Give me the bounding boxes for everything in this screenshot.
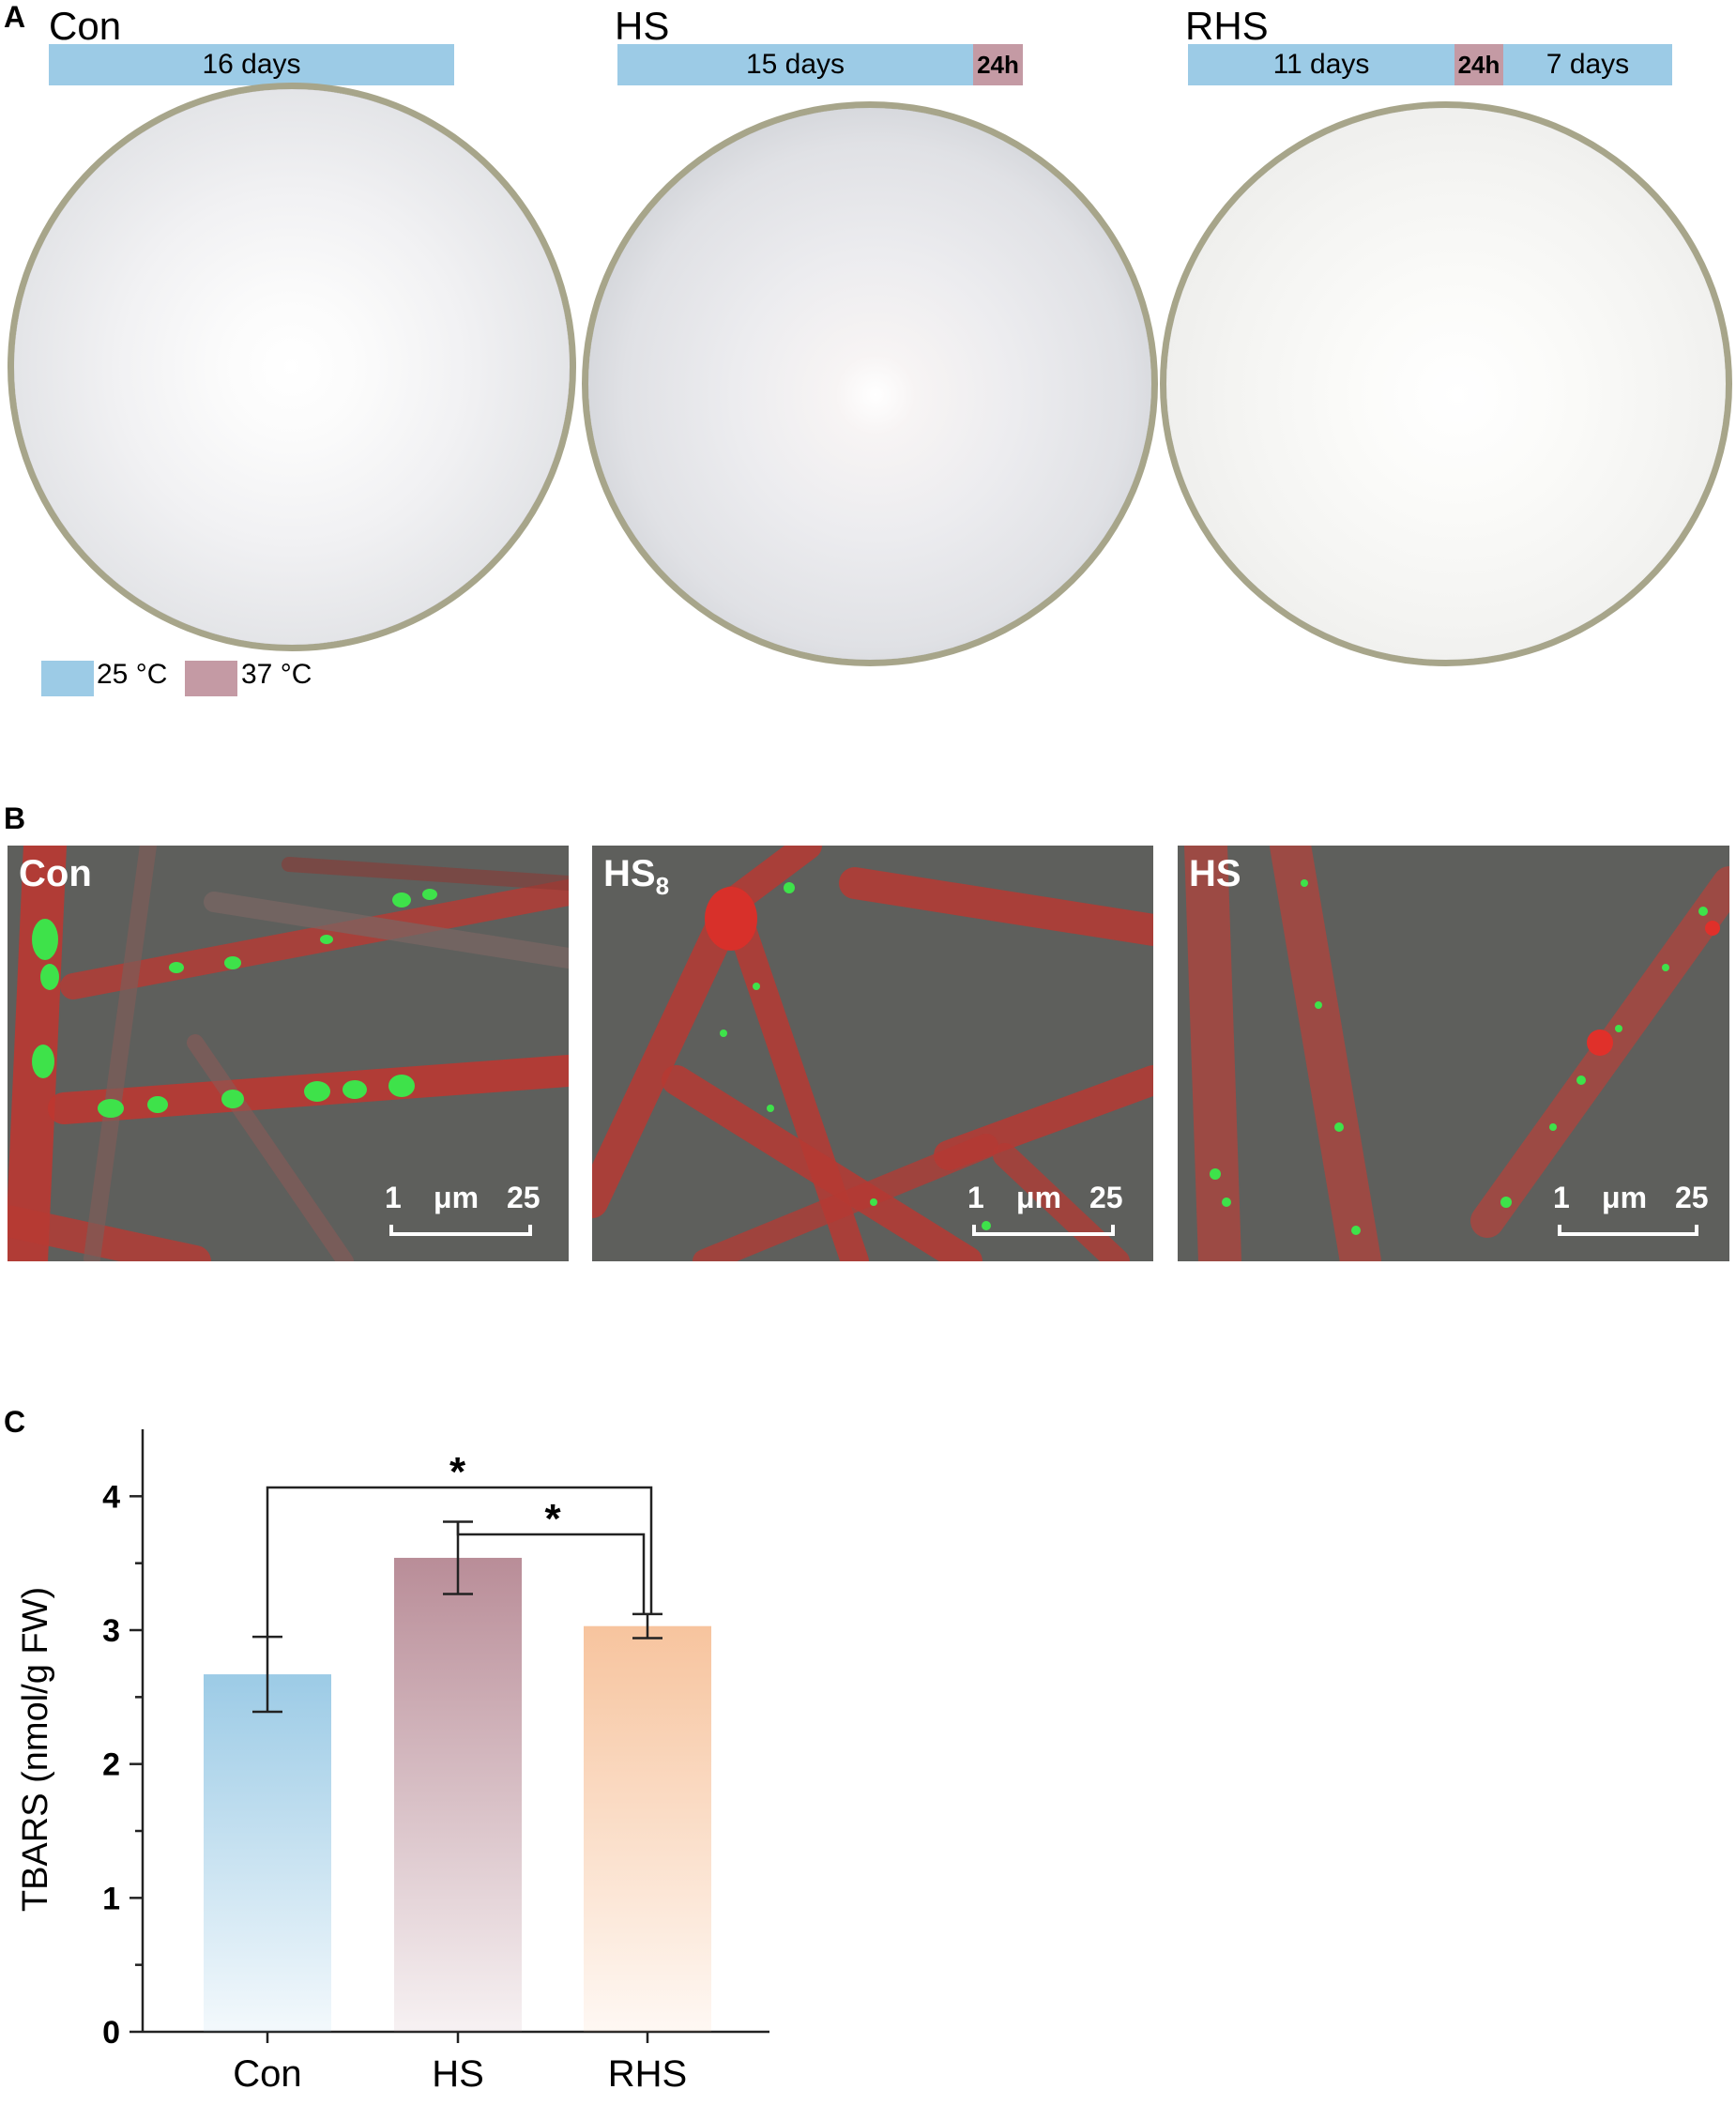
timeline-label: 24h <box>1457 50 1500 79</box>
micrograph-label-subscript: 8 <box>655 872 670 900</box>
scale-bar-tick-left <box>1558 1225 1561 1236</box>
significance-bracket <box>266 1486 653 1638</box>
panel-a-letter: A <box>4 0 26 34</box>
mycelium-hs <box>588 108 1151 660</box>
mycelium-rhs <box>1166 108 1726 660</box>
bar-hs <box>394 1557 522 2032</box>
x-tick-label: HS <box>432 2053 484 2095</box>
timeline-bar-rhs-37c: 24h <box>1454 44 1503 85</box>
petri-dish-rhs <box>1160 101 1732 666</box>
timeline-label: 24h <box>977 50 1019 79</box>
dish-title-con: Con <box>49 4 122 48</box>
scale-unit: μm <box>434 1181 480 1214</box>
x-tick-label: RHS <box>608 2053 687 2095</box>
timeline-label: 15 days <box>745 49 845 80</box>
micrograph-con-hyphae <box>8 846 569 1261</box>
x-tick-label: Con <box>233 2053 301 2095</box>
scale-right: 25 <box>1089 1181 1123 1214</box>
timeline-bar-rhs-25c-a: 11 days <box>1188 44 1454 85</box>
legend-label-37c: 37 °C <box>241 659 312 690</box>
micrograph-con: Con 1 μm 25 <box>8 846 569 1261</box>
scale-left: 1 <box>385 1181 402 1214</box>
timeline-label: 16 days <box>202 49 301 80</box>
scale-bar <box>972 1232 1115 1236</box>
scale-bar-tick-left <box>972 1225 976 1236</box>
timeline-label: 11 days <box>1272 49 1370 80</box>
scale-left: 1 <box>967 1181 984 1214</box>
timeline-label: 7 days <box>1546 49 1630 80</box>
panel-b-letter: B <box>4 801 26 835</box>
y-tick-label: 3 <box>102 1613 120 1649</box>
dish-title-rhs: RHS <box>1185 4 1269 48</box>
tbars-bar-chart: 0 1 2 3 4 TBARS (nmol/g FW) Con HS RHS * * <box>16 1429 769 2095</box>
micrograph-label: HS <box>1189 853 1241 894</box>
scale-left: 1 <box>1553 1181 1570 1214</box>
y-tick-label: 2 <box>102 1747 120 1783</box>
micrograph-label-main: HS <box>603 853 656 894</box>
y-tick-label: 0 <box>102 2015 120 2051</box>
micrograph-hs8: HS8 1 μm 25 <box>592 846 1153 1261</box>
scale-bar-tick-right <box>528 1225 532 1236</box>
y-axis-label: TBARS (nmol/g FW) <box>16 1587 55 1912</box>
timeline-bar-hs-25c: 15 days <box>617 44 973 85</box>
micrograph-hs8-hyphae <box>592 846 1153 1261</box>
y-tick-label: 1 <box>102 1881 120 1916</box>
dish-title-hs: HS <box>615 4 670 48</box>
significance-star: * <box>449 1449 466 1495</box>
petri-dish-hs <box>582 101 1158 666</box>
micrograph-hs: HS 1 μm 25 <box>1178 846 1729 1261</box>
timeline-bar-con-25c: 16 days <box>49 44 454 85</box>
significance-bracket <box>456 1521 646 1614</box>
y-tick-label: 4 <box>102 1479 120 1515</box>
legend-swatch-37c <box>185 661 237 696</box>
micrograph-hs-hyphae <box>1184 846 1729 1261</box>
scale-bar <box>1558 1232 1698 1236</box>
bar-rhs <box>584 1625 711 2032</box>
scale-right: 25 <box>507 1181 541 1214</box>
scale-bar-tick-right <box>1695 1225 1698 1236</box>
mycelium-con <box>14 89 570 645</box>
scale-right: 25 <box>1675 1181 1709 1214</box>
petri-dish-con <box>8 83 576 651</box>
micrograph-label: HS8 <box>603 853 669 901</box>
significance-star: * <box>544 1496 561 1542</box>
scale-unit: μm <box>1016 1181 1062 1214</box>
micrograph-label: Con <box>19 853 92 894</box>
panel-c-letter: C <box>4 1405 26 1439</box>
legend-label-25c: 25 °C <box>97 659 168 690</box>
timeline-bar-hs-37c: 24h <box>973 44 1023 85</box>
scale-bar <box>389 1232 532 1236</box>
legend-swatch-25c <box>41 661 94 696</box>
timeline-bar-rhs-25c-b: 7 days <box>1503 44 1672 85</box>
bar-con <box>204 1674 331 2032</box>
scale-bar-tick-left <box>389 1225 393 1236</box>
scale-unit: μm <box>1602 1181 1648 1214</box>
scale-bar-tick-right <box>1111 1225 1115 1236</box>
